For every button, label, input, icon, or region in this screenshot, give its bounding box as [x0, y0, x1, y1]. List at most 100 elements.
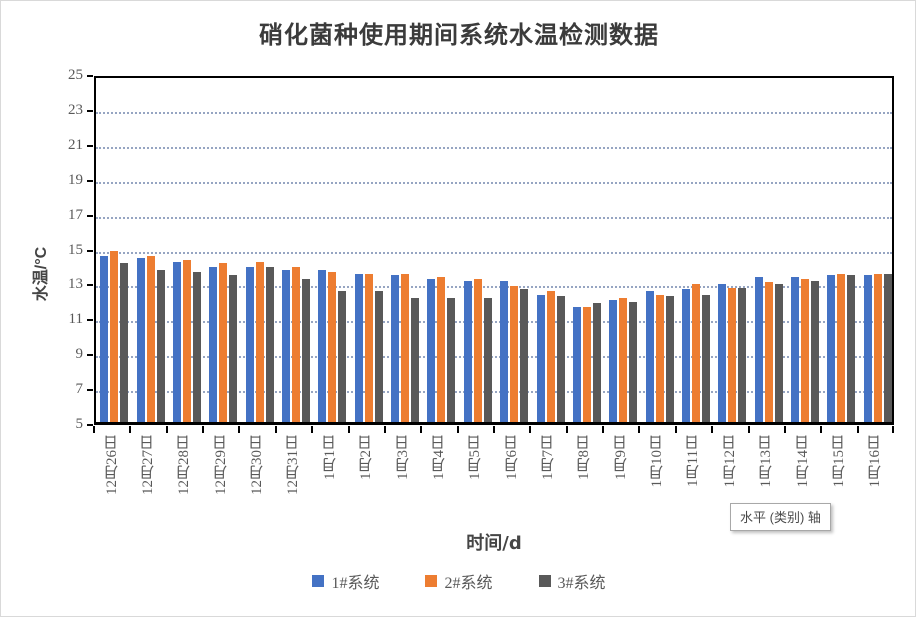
bar-3#系统-1月10日[interactable] — [665, 296, 674, 422]
x-tick-label-1月6日[interactable]: 1月6日 — [494, 435, 530, 535]
bar-1#系统-12月29日[interactable] — [209, 266, 218, 422]
x-tick-label-1月11日[interactable]: 1月11日 — [676, 435, 712, 535]
x-tick-label-12月27日[interactable]: 12月27日 — [130, 435, 166, 535]
bar-2#系统-1月6日[interactable] — [510, 285, 519, 422]
bar-2#系统-1月3日[interactable] — [401, 273, 410, 422]
bar-1#系统-1月5日[interactable] — [463, 280, 472, 422]
x-tick-label-1月1日[interactable]: 1月1日 — [312, 435, 348, 535]
bar-3#系统-12月27日[interactable] — [156, 270, 165, 422]
bar-1#系统-1月3日[interactable] — [391, 275, 400, 422]
bar-3#系统-1月12日[interactable] — [738, 287, 747, 422]
x-tick-label-12月28日[interactable]: 12月28日 — [167, 435, 203, 535]
bar-2#系统-1月13日[interactable] — [764, 282, 773, 422]
bar-2#系统-12月27日[interactable] — [146, 256, 155, 422]
x-tick-mark-15 — [638, 426, 641, 433]
bar-1#系统-1月14日[interactable] — [791, 277, 800, 422]
bar-3#系统-12月26日[interactable] — [120, 263, 129, 422]
bar-3#系统-12月31日[interactable] — [301, 278, 310, 422]
bar-2#系统-1月8日[interactable] — [582, 306, 591, 422]
bar-2#系统-1月10日[interactable] — [655, 294, 664, 422]
bar-2#系统-1月2日[interactable] — [364, 273, 373, 422]
legend-item-1#系统[interactable]: 1#系统 — [312, 569, 379, 593]
y-tick-label-5: 5 — [75, 416, 84, 432]
bar-group-1月7日 — [532, 291, 568, 422]
bar-3#系统-1月13日[interactable] — [774, 284, 783, 422]
bar-2#系统-12月30日[interactable] — [255, 261, 264, 422]
bar-1#系统-1月6日[interactable] — [500, 280, 509, 422]
x-tick-label-1月7日[interactable]: 1月7日 — [530, 435, 566, 535]
x-tick-label-1月2日[interactable]: 1月2日 — [349, 435, 385, 535]
bar-3#系统-1月5日[interactable] — [483, 298, 492, 422]
x-tick-label-12月29日[interactable]: 12月29日 — [203, 435, 239, 535]
bar-3#系统-12月30日[interactable] — [265, 266, 274, 422]
x-tick-label-12月26日[interactable]: 12月26日 — [94, 435, 130, 535]
legend-label: 2#系统 — [444, 575, 493, 592]
bar-3#系统-1月1日[interactable] — [338, 291, 347, 422]
bar-3#系统-1月4日[interactable] — [447, 298, 456, 422]
bar-1#系统-1月13日[interactable] — [754, 277, 763, 422]
bar-3#系统-1月6日[interactable] — [520, 289, 529, 422]
bar-2#系统-12月31日[interactable] — [291, 266, 300, 422]
plot-area[interactable] — [94, 76, 894, 425]
bar-3#系统-1月11日[interactable] — [701, 294, 710, 422]
bar-1#系统-1月8日[interactable] — [572, 306, 581, 422]
bar-2#系统-1月9日[interactable] — [619, 298, 628, 422]
bar-3#系统-1月9日[interactable] — [629, 301, 638, 422]
bar-1#系统-1月16日[interactable] — [863, 275, 872, 422]
bar-2#系统-1月14日[interactable] — [801, 278, 810, 422]
chart-title[interactable]: 硝化菌种使用期间系统水温检测数据 — [259, 21, 659, 49]
x-tick-label-1月3日[interactable]: 1月3日 — [385, 435, 421, 535]
x-tick-label-1月8日[interactable]: 1月8日 — [567, 435, 603, 535]
x-tick-label-12月30日[interactable]: 12月30日 — [239, 435, 275, 535]
x-tick-label-1月4日[interactable]: 1月4日 — [421, 435, 457, 535]
bar-2#系统-1月15日[interactable] — [837, 273, 846, 422]
legend-item-3#系统[interactable]: 3#系统 — [538, 569, 606, 593]
bar-1#系统-12月27日[interactable] — [136, 258, 145, 422]
bar-3#系统-12月28日[interactable] — [192, 271, 201, 422]
bar-3#系统-1月7日[interactable] — [556, 296, 565, 422]
bar-2#系统-1月4日[interactable] — [437, 277, 446, 422]
bar-1#系统-12月31日[interactable] — [281, 270, 290, 422]
bar-group-1月9日 — [605, 298, 641, 422]
bar-2#系统-1月16日[interactable] — [873, 273, 882, 422]
bar-3#系统-1月14日[interactable] — [811, 280, 820, 422]
bar-1#系统-1月7日[interactable] — [536, 294, 545, 422]
x-tick-mark-21 — [856, 426, 859, 433]
bar-1#系统-12月28日[interactable] — [172, 261, 181, 422]
bar-1#系统-1月2日[interactable] — [354, 273, 363, 422]
bar-3#系统-12月29日[interactable] — [229, 275, 238, 422]
bar-1#系统-12月30日[interactable] — [245, 266, 254, 422]
x-tick-text: 1月1日 — [321, 435, 338, 480]
x-tick-label-1月5日[interactable]: 1月5日 — [458, 435, 494, 535]
x-tick-label-12月31日[interactable]: 12月31日 — [276, 435, 312, 535]
legend-swatch-icon — [312, 575, 325, 587]
bar-2#系统-1月11日[interactable] — [691, 284, 700, 422]
bar-3#系统-1月15日[interactable] — [847, 275, 856, 422]
bar-1#系统-1月10日[interactable] — [645, 291, 654, 422]
bar-3#系统-1月3日[interactable] — [411, 298, 420, 422]
gridline-9 — [96, 356, 892, 359]
bar-2#系统-1月1日[interactable] — [328, 271, 337, 422]
bar-2#系统-12月26日[interactable] — [110, 251, 119, 422]
x-axis-title[interactable]: 时间/d — [466, 533, 522, 554]
legend-item-2#系统[interactable]: 2#系统 — [425, 569, 493, 593]
bar-1#系统-1月11日[interactable] — [681, 289, 690, 422]
bar-1#系统-1月1日[interactable] — [318, 270, 327, 422]
x-tick-label-1月9日[interactable]: 1月9日 — [603, 435, 639, 535]
bar-1#系统-12月26日[interactable] — [100, 256, 109, 422]
bar-3#系统-1月16日[interactable] — [883, 273, 892, 422]
bar-2#系统-1月7日[interactable] — [546, 291, 555, 422]
bar-1#系统-1月4日[interactable] — [427, 278, 436, 422]
bar-2#系统-1月12日[interactable] — [728, 287, 737, 422]
bar-3#系统-1月2日[interactable] — [374, 291, 383, 422]
x-tick-label-1月10日[interactable]: 1月10日 — [639, 435, 675, 535]
bar-1#系统-1月9日[interactable] — [609, 299, 618, 422]
y-tick-mark-21 — [87, 144, 93, 147]
bar-2#系统-12月29日[interactable] — [219, 263, 228, 422]
x-tick-label-1月16日[interactable]: 1月16日 — [858, 435, 894, 535]
bar-3#系统-1月8日[interactable] — [592, 303, 601, 422]
bar-1#系统-1月12日[interactable] — [718, 284, 727, 422]
bar-1#系统-1月15日[interactable] — [827, 275, 836, 422]
bar-2#系统-1月5日[interactable] — [473, 278, 482, 422]
bar-2#系统-12月28日[interactable] — [182, 259, 191, 422]
